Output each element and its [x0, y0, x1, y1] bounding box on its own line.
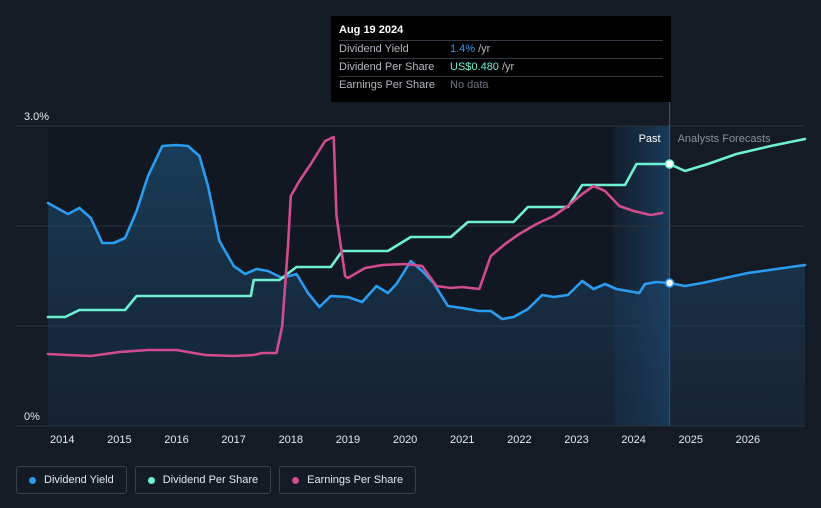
- legend-dot-icon: [29, 476, 36, 484]
- tooltip-row-dividend-per-share: Dividend Per Share US$0.480 /yr: [339, 58, 663, 76]
- legend: Dividend Yield Dividend Per Share Earnin…: [16, 466, 417, 494]
- legend-dividend-per-share[interactable]: Dividend Per Share: [134, 466, 272, 494]
- y-tick-label: 3.0%: [24, 111, 49, 123]
- legend-dot-icon: [147, 476, 155, 484]
- legend-label: Dividend Per Share: [162, 474, 259, 486]
- x-tick-label: 2023: [564, 434, 588, 446]
- tooltip-row-earnings-per-share: Earnings Per Share No data: [339, 76, 663, 94]
- x-tick-label: 2016: [164, 434, 188, 446]
- tooltip: Aug 19 2024 Dividend Yield 1.4% /yr Divi…: [331, 16, 671, 102]
- tooltip-label: Dividend Yield: [339, 43, 409, 55]
- legend-dividend-yield[interactable]: Dividend Yield: [16, 466, 127, 494]
- x-tick-label: 2026: [736, 434, 760, 446]
- y-tick-label: 0%: [24, 411, 40, 423]
- tooltip-value: US$0.480: [450, 61, 499, 73]
- forecast-label: Analysts Forecasts: [678, 133, 771, 145]
- legend-label: Dividend Yield: [44, 474, 114, 486]
- x-tick-label: 2021: [450, 434, 474, 446]
- legend-dot-icon: [292, 476, 300, 484]
- tooltip-row-dividend-yield: Dividend Yield 1.4% /yr: [339, 40, 663, 58]
- x-tick-label: 2014: [50, 434, 74, 446]
- tooltip-value: No data: [450, 79, 489, 91]
- x-tick-label: 2024: [621, 434, 645, 446]
- dividend-yield-line: [46, 143, 807, 321]
- tooltip-label: Earnings Per Share: [339, 79, 435, 91]
- tooltip-label: Dividend Per Share: [339, 61, 435, 73]
- x-tick-label: 2018: [279, 434, 303, 446]
- x-tick-label: 2025: [678, 434, 702, 446]
- dividend-per-share-line: [46, 137, 807, 319]
- past-label: Past: [639, 133, 661, 145]
- tooltip-suffix: /yr: [478, 43, 491, 55]
- tooltip-suffix: /yr: [501, 61, 515, 73]
- legend-earnings-per-share[interactable]: Earnings Per Share: [279, 466, 417, 494]
- dividend-per-share-marker: [664, 159, 675, 169]
- legend-label: Earnings Per Share: [307, 474, 404, 486]
- dividend-yield-marker: [664, 278, 675, 288]
- x-tick-label: 2015: [107, 434, 131, 446]
- x-tick-label: 2020: [393, 434, 417, 446]
- tooltip-date: Aug 19 2024: [339, 24, 404, 36]
- x-tick-label: 2022: [507, 434, 531, 446]
- tooltip-value: 1.4%: [450, 43, 476, 55]
- x-tick-label: 2019: [336, 434, 360, 446]
- x-tick-label: 2017: [221, 434, 245, 446]
- earnings-per-share-line: [46, 135, 664, 358]
